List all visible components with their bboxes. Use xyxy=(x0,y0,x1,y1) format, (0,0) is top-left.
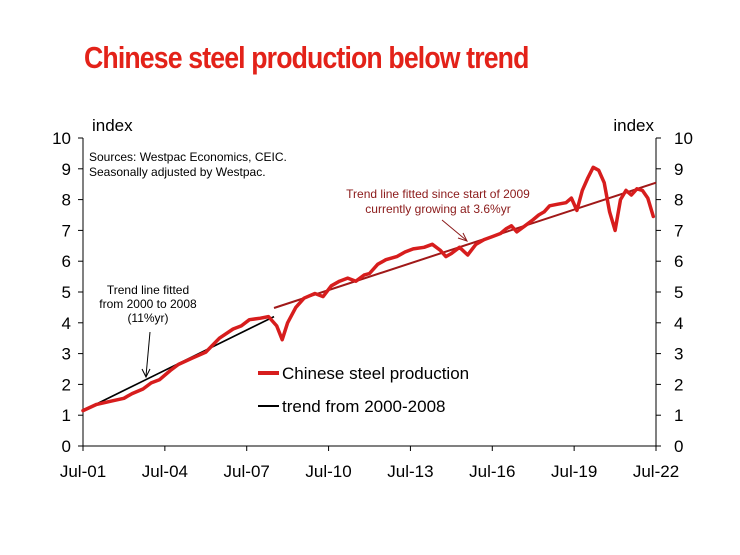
y-tick-label-left: 4 xyxy=(62,314,71,333)
legend-label-trend: trend from 2000-2008 xyxy=(282,397,446,416)
annotation-early-arrow xyxy=(141,331,151,379)
series-layer xyxy=(81,165,657,413)
annotation-early-line-1: Trend line fitted xyxy=(107,283,189,297)
y-tick-label-left: 9 xyxy=(62,160,71,179)
source-note-line-2: Seasonally adjusted by Westpac. xyxy=(89,165,266,179)
y-axis-right: 0 1 2 3 4 5 6 7 8 9 10 xyxy=(656,129,693,456)
left-axis-unit: index xyxy=(92,116,133,135)
x-axis: Jul-01 Jul-04 Jul-07 Jul-10 Jul-13 Jul-16 Jul-… xyxy=(60,446,679,481)
y-tick-label-right: 2 xyxy=(674,375,683,394)
y-tick-label-right: 0 xyxy=(674,437,683,456)
right-axis-unit: index xyxy=(613,116,654,135)
y-tick-label-right: 10 xyxy=(674,129,693,148)
legend-label-steel: Chinese steel production xyxy=(282,364,469,383)
y-tick-label-left: 3 xyxy=(62,345,71,364)
annotation-recent-line-2: currently growing at 3.6%yr xyxy=(365,202,510,216)
y-axis-left: 0 1 2 3 4 5 6 7 8 9 10 xyxy=(52,129,83,456)
x-tick-label: Jul-13 xyxy=(387,462,433,481)
x-tick-label: Jul-07 xyxy=(224,462,270,481)
x-tick-label: Jul-19 xyxy=(551,462,597,481)
x-tick-label: Jul-16 xyxy=(469,462,515,481)
y-tick-label-left: 1 xyxy=(62,406,71,425)
y-tick-label-left: 5 xyxy=(62,283,71,302)
annotation-early-line-2: from 2000 to 2008 xyxy=(99,297,197,311)
series-chinese-steel-production xyxy=(81,165,656,413)
chart-title: Chinese steel production below trend xyxy=(84,40,529,75)
y-tick-label-left: 2 xyxy=(62,375,71,394)
annotation-early-line-3: (11%yr) xyxy=(127,311,168,325)
y-tick-label-left: 10 xyxy=(52,129,71,148)
annotation-recent-arrow xyxy=(441,219,468,242)
legend: Chinese steel production trend from 2000… xyxy=(258,364,469,416)
series-trend-since-2009 xyxy=(273,181,657,309)
x-tick-label: Jul-04 xyxy=(142,462,188,481)
y-tick-label-right: 1 xyxy=(674,406,683,425)
y-tick-label-right: 3 xyxy=(674,345,683,364)
source-note-line-1: Sources: Westpac Economics, CEIC. xyxy=(89,150,287,164)
y-tick-label-left: 0 xyxy=(62,437,71,456)
x-tick-label: Jul-22 xyxy=(633,462,679,481)
x-tick-label: Jul-10 xyxy=(305,462,351,481)
y-tick-label-right: 7 xyxy=(674,221,683,240)
y-tick-label-right: 6 xyxy=(674,252,683,271)
annotation-recent-line-1: Trend line fitted since start of 2009 xyxy=(346,187,530,201)
y-tick-label-right: 5 xyxy=(674,283,683,302)
y-tick-label-right: 4 xyxy=(674,314,683,333)
y-tick-label-right: 8 xyxy=(674,191,683,210)
y-tick-label-left: 6 xyxy=(62,252,71,271)
y-tick-label-left: 8 xyxy=(62,191,71,210)
y-tick-label-right: 9 xyxy=(674,160,683,179)
y-tick-label-left: 7 xyxy=(62,221,71,240)
x-tick-label: Jul-01 xyxy=(60,462,106,481)
